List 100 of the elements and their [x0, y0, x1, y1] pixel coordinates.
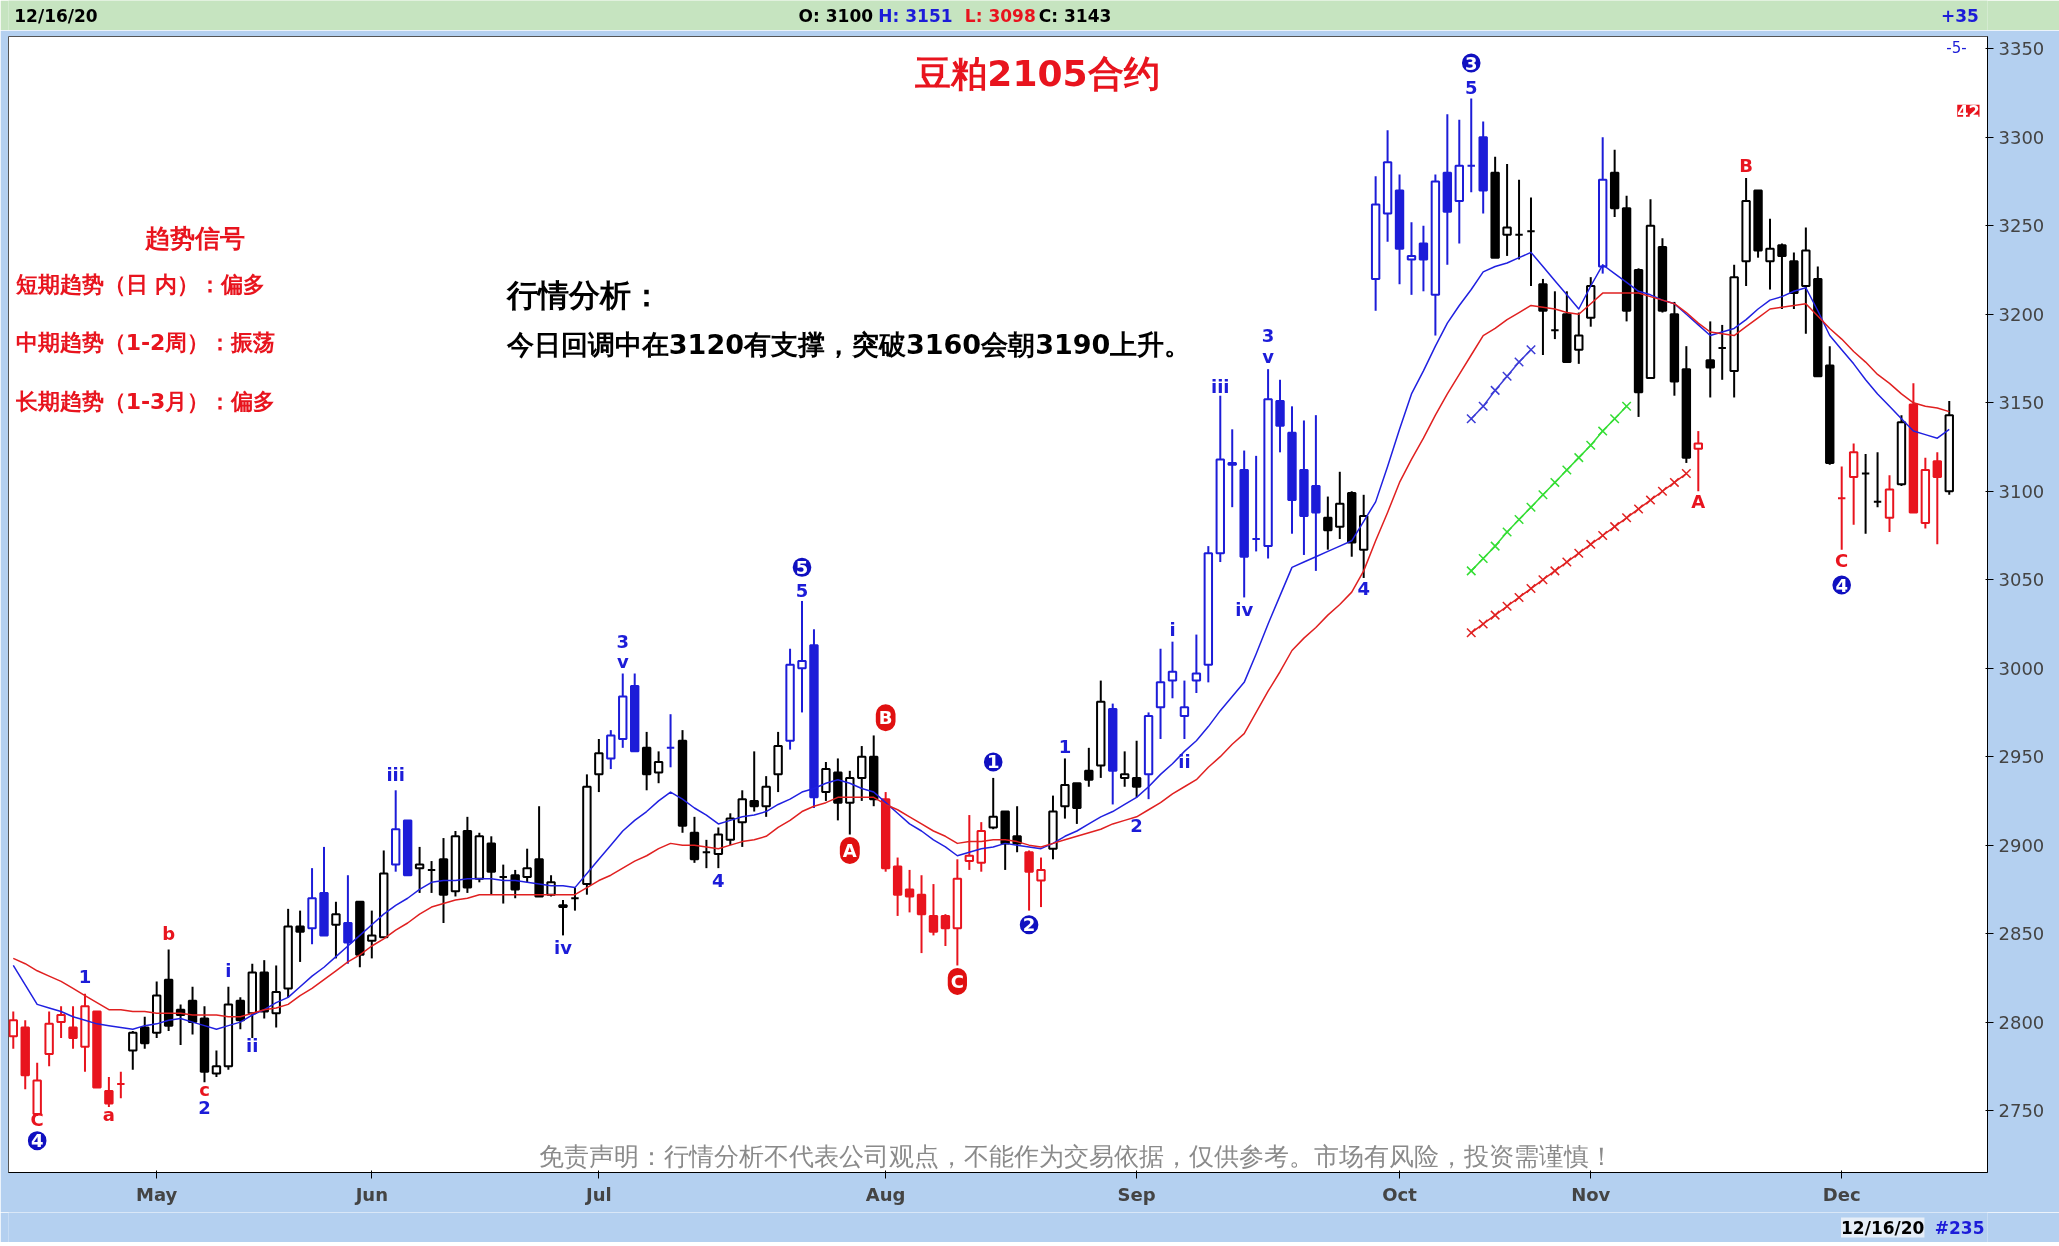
- candlestick: [1024, 849, 1034, 912]
- annotation: 2: [1022, 914, 1036, 936]
- y-tick-label: 3150: [1998, 392, 2045, 414]
- annotation: 短期趋势（日 内）：偏多: [14, 271, 266, 297]
- point: [1561, 557, 1572, 568]
- y-tick-label: 3250: [1998, 215, 2045, 237]
- point: [1514, 592, 1525, 603]
- point: [1573, 452, 1584, 463]
- point: [1669, 477, 1680, 488]
- candlestick: [367, 909, 377, 960]
- point: [1514, 357, 1525, 368]
- text: 42: [1957, 101, 1980, 121]
- annotation: iii: [1211, 376, 1230, 398]
- annotation: 4: [30, 1130, 44, 1152]
- point: [1537, 574, 1548, 585]
- text: L: 3098: [964, 5, 1036, 26]
- annotation: 2: [1130, 815, 1143, 837]
- point: [1597, 530, 1608, 541]
- point: [1657, 486, 1668, 497]
- candlestick: [749, 750, 759, 813]
- point: [1478, 553, 1489, 564]
- x-tick-label: Nov: [1571, 1183, 1611, 1205]
- annotation: iii: [386, 763, 405, 785]
- point: [1526, 344, 1536, 355]
- x-tick-label: May: [136, 1183, 178, 1205]
- text: C: 3143: [1038, 5, 1112, 26]
- annotation: 4: [712, 870, 725, 892]
- candlestick: [928, 883, 939, 937]
- y-tick-label: 3200: [1998, 303, 2045, 325]
- candlestick: [1323, 495, 1333, 551]
- point: [1549, 565, 1560, 576]
- point: [1573, 548, 1584, 559]
- candlestick: [1131, 739, 1142, 799]
- point: [1478, 401, 1489, 412]
- annotation: b: [162, 923, 176, 945]
- text: 豆粕2105合约: [915, 53, 1160, 95]
- annotation: A: [842, 839, 857, 861]
- candlestick: [343, 874, 353, 965]
- point: [1621, 512, 1632, 523]
- candlestick: [737, 789, 747, 848]
- point: [1597, 426, 1608, 437]
- annotation: ii: [1178, 751, 1191, 773]
- candlestick: [594, 737, 604, 794]
- candlestick: [140, 1015, 150, 1050]
- candlestick: [857, 745, 867, 802]
- annotation: ii: [246, 1034, 259, 1056]
- point: [1466, 627, 1477, 638]
- point: [1466, 565, 1477, 576]
- x-tick-label: Dec: [1822, 1183, 1861, 1205]
- candlestick: [211, 1049, 222, 1078]
- annotation: 长期趋势（1-3月）：偏多: [14, 388, 276, 414]
- point: [1526, 502, 1536, 513]
- annotation: B: [878, 707, 893, 729]
- candlestick: [1084, 746, 1094, 788]
- candlestick: [8, 1010, 18, 1050]
- annotation: 3: [1261, 325, 1275, 347]
- annotation: 5: [795, 579, 809, 601]
- candlestick: [1765, 217, 1775, 291]
- y-tick-label: 2950: [1998, 746, 2045, 768]
- text: H: 3151: [878, 5, 953, 26]
- point: [1621, 401, 1632, 412]
- y-tick-label: 3000: [1998, 657, 2045, 679]
- candlestick: [797, 599, 807, 714]
- annotation: 3: [1464, 52, 1478, 74]
- candlestick: [821, 760, 831, 802]
- candlestick: [1191, 633, 1202, 694]
- annotation: 趋势信号: [143, 223, 245, 253]
- candlestick: [964, 814, 975, 871]
- annotation: 今日回调中在3120有支撑，突破3160会朝3190上升。: [505, 328, 1192, 360]
- annotation: C: [950, 970, 964, 992]
- candlestick: [331, 900, 341, 960]
- candlestick: [414, 845, 425, 894]
- point: [1633, 503, 1644, 514]
- annotation: A: [1691, 491, 1706, 513]
- annotation: a: [102, 1103, 115, 1125]
- annotation: i: [1169, 618, 1176, 640]
- annotation: 免责声明：行情分析不代表公司观点，不能作为交易依据，仅供参考。市场有风险，投资需谨慎！: [539, 1142, 1615, 1172]
- point: [1585, 440, 1596, 451]
- candlestick: [1179, 679, 1190, 740]
- candlestick: [522, 847, 532, 884]
- annotation: iv: [1235, 599, 1254, 621]
- candlestick: [1705, 320, 1715, 399]
- text: +35: [1940, 6, 1979, 26]
- candlestick: [271, 964, 281, 1029]
- annotation: 5: [1464, 77, 1478, 99]
- text: #235: [1934, 1217, 1985, 1238]
- text: 12/16/20: [1841, 1217, 1925, 1238]
- point: [1466, 413, 1477, 424]
- candlestick: [1060, 757, 1070, 820]
- point: [1609, 521, 1620, 532]
- point: [1609, 413, 1620, 424]
- candlestick: [1502, 162, 1512, 257]
- point: [1514, 514, 1525, 525]
- candlestick: [1167, 640, 1178, 700]
- annotation: 4: [1835, 574, 1848, 596]
- point: [1645, 495, 1656, 506]
- candlestick: [1574, 311, 1584, 365]
- candlestick: [606, 729, 616, 771]
- candlestick: [68, 1005, 78, 1050]
- y-tick-label: 2850: [1998, 923, 2045, 945]
